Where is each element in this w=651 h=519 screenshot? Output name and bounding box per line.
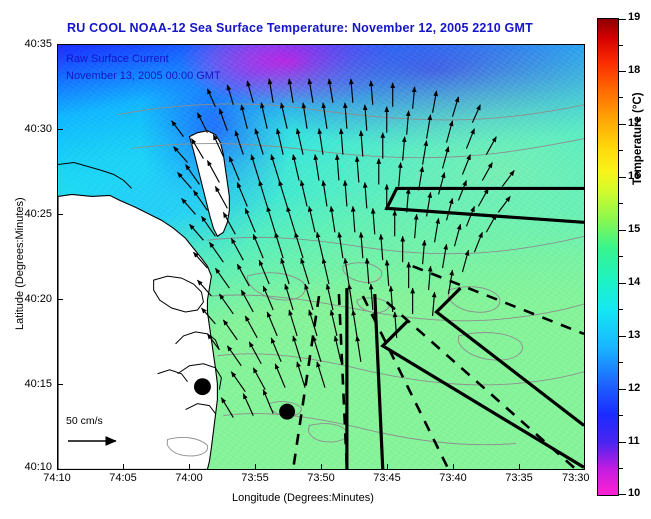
y-tick-label: 40:35 [24, 38, 52, 50]
plot-area: Raw Surface Current November 13, 2005 00… [57, 44, 585, 470]
x-tick-label: 73:45 [373, 472, 401, 484]
x-tick-label: 73:35 [505, 472, 533, 484]
colorbar [597, 18, 619, 496]
coastline [58, 162, 222, 414]
y-axis-label: Latitude (Degrees:Minutes) [14, 197, 26, 330]
colorbar-tick-label: 14 [628, 276, 641, 288]
scale-bar-label: 50 cm/s [66, 415, 103, 427]
shipping-lane-dashed [291, 264, 584, 469]
x-tick-label: 74:10 [43, 472, 71, 484]
colorbar-tick-label: 13 [628, 329, 641, 341]
y-tick-label: 40:15 [24, 378, 52, 390]
surface-current-quiver [171, 78, 515, 418]
annotation-line-1: Raw Surface Current [66, 53, 169, 65]
x-tick-label: 73:50 [307, 472, 335, 484]
station-marker [193, 378, 211, 396]
scale-bar-arrow [68, 436, 117, 446]
y-tick-label: 40:10 [24, 461, 52, 473]
colorbar-label: Temperature (°C) [632, 92, 644, 185]
x-tick-label: 74:00 [175, 472, 203, 484]
map-overlay-layer [58, 78, 584, 469]
colorbar-tick-label: 10 [628, 487, 641, 499]
annotation-line-2: November 13, 2005 00:00 GMT [66, 70, 221, 82]
colorbar-tick-label: 11 [628, 435, 640, 447]
colorbar-tick-label: 19 [628, 11, 641, 23]
y-tick-label: 40:30 [24, 123, 52, 135]
x-tick-label: 73:40 [439, 472, 467, 484]
bathymetry-contours [117, 103, 584, 457]
x-axis-label: Longitude (Degrees:Minutes) [232, 492, 374, 504]
x-tick-label: 74:05 [109, 472, 137, 484]
y-tick-label: 40:20 [24, 293, 52, 305]
x-tick-label: 73:30 [562, 472, 590, 484]
land-polygon [58, 130, 230, 469]
shipping-lane-solid [345, 186, 584, 469]
y-tick-label: 40:25 [24, 208, 52, 220]
colorbar-tick-label: 16 [628, 170, 641, 182]
colorbar-tick-label: 15 [628, 223, 641, 235]
colorbar-tick-label: 17 [628, 117, 641, 129]
station-markers [193, 378, 296, 420]
figure-title: RU COOL NOAA-12 Sea Surface Temperature:… [67, 21, 533, 35]
colorbar-tick-label: 18 [628, 64, 641, 76]
station-marker [279, 403, 296, 420]
colorbar-tick-label: 12 [628, 382, 641, 394]
x-tick-label: 73:55 [241, 472, 269, 484]
